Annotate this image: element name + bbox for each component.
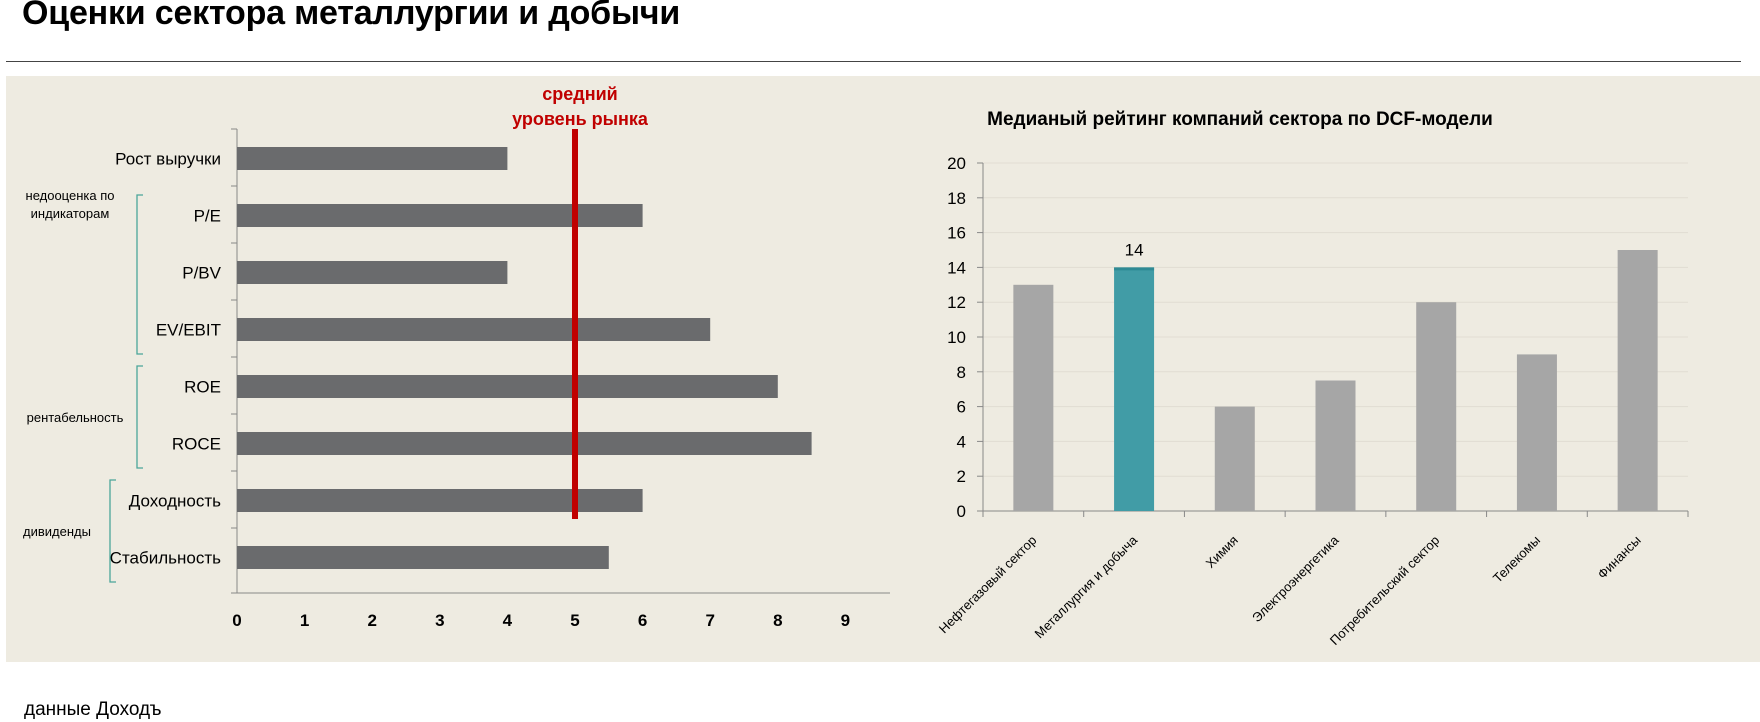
x-tick-label: 6 <box>638 611 647 630</box>
y-tick-label: 6 <box>957 398 966 417</box>
x-category-label: Потребительский сектор <box>1327 533 1443 649</box>
x-category-label: Финансы <box>1595 533 1644 582</box>
x-category-label: Электроэнергетика <box>1249 532 1342 625</box>
y-tick-label: 2 <box>957 467 966 486</box>
x-tick-label: 0 <box>232 611 241 630</box>
y-tick-label: 10 <box>947 328 966 347</box>
market-average-label: средний <box>542 84 617 104</box>
bar <box>237 318 711 341</box>
bar <box>237 204 643 227</box>
bar <box>237 432 812 455</box>
x-category-label: Металлургия и добыча <box>1032 532 1141 641</box>
bar <box>1416 302 1457 511</box>
metrics-bar-chart: Рост выручки P/E P/BV EV/EBIT ROE ROCE Доходно… <box>23 84 890 630</box>
bar <box>237 546 609 569</box>
bar-top-edge <box>1114 267 1155 271</box>
bar <box>1114 267 1155 511</box>
x-tick-label: 2 <box>367 611 376 630</box>
title-divider <box>6 61 1741 62</box>
bar <box>237 375 778 398</box>
x-category-label: Нефтегазовый сектор <box>936 533 1040 637</box>
y-tick-label: 12 <box>947 293 966 312</box>
panel-gap <box>896 662 1760 668</box>
bar <box>1214 406 1255 511</box>
x-tick-label: 9 <box>841 611 850 630</box>
x-tick-label: 7 <box>705 611 714 630</box>
category-label: Стабильность <box>110 549 221 568</box>
x-category-label: Химия <box>1203 533 1241 571</box>
x-tick-label: 5 <box>570 611 579 630</box>
bar <box>1617 250 1658 511</box>
group-bracket <box>136 365 143 469</box>
group-label: недооценка по <box>26 188 115 203</box>
y-tick-label: 8 <box>957 363 966 382</box>
category-label: P/E <box>194 207 221 226</box>
bar <box>1013 284 1054 511</box>
category-label: Доходность <box>129 492 221 511</box>
bar <box>1516 354 1557 511</box>
x-category-label: Телекомы <box>1490 533 1543 586</box>
group-bracket <box>136 194 143 355</box>
bar <box>237 261 508 284</box>
category-label: EV/EBIT <box>156 321 221 340</box>
y-tick-label: 16 <box>947 224 966 243</box>
group-bracket <box>109 479 116 583</box>
y-tick-label: 20 <box>947 154 966 173</box>
data-label: 14 <box>1125 240 1144 259</box>
bar <box>1315 380 1356 511</box>
y-tick-label: 0 <box>957 502 966 521</box>
category-label: P/BV <box>182 264 221 283</box>
group-label: рентабельность <box>27 410 124 425</box>
page-title: Оценки сектора металлургии и добычи <box>22 0 681 32</box>
y-tick-label: 18 <box>947 189 966 208</box>
group-label: дивиденды <box>23 524 91 539</box>
x-tick-label: 1 <box>300 611 309 630</box>
x-tick-label: 8 <box>773 611 782 630</box>
category-label: Рост выручки <box>115 150 221 169</box>
y-tick-label: 4 <box>957 432 966 451</box>
category-label: ROE <box>184 378 221 397</box>
category-label: ROCE <box>172 435 221 454</box>
x-tick-label: 4 <box>503 611 513 630</box>
y-tick-label: 14 <box>947 258 966 277</box>
bar <box>237 489 643 512</box>
bar <box>237 147 508 170</box>
chart-title: Медианый рейтинг компаний сектора по DCF… <box>987 109 1493 130</box>
x-tick-label: 3 <box>435 611 444 630</box>
source-note: данные Доходъ <box>24 699 162 720</box>
group-label: индикаторам <box>31 206 110 221</box>
market-average-label: уровень рынка <box>512 109 649 129</box>
